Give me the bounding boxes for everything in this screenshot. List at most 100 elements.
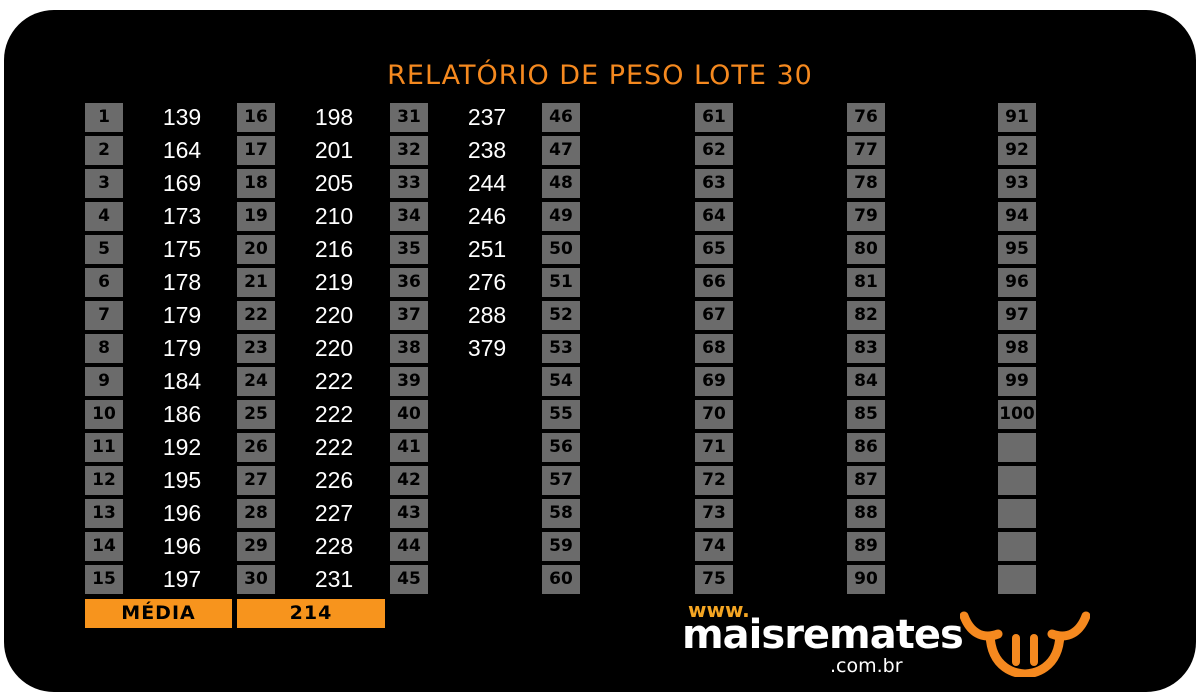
- weight-value: [899, 530, 989, 563]
- weight-value: [594, 332, 684, 365]
- lot-number-cell: 36: [390, 268, 428, 297]
- weight-value: 186: [162, 401, 202, 427]
- weight-value: [899, 134, 989, 167]
- lot-number-cell: 100: [998, 400, 1036, 429]
- lot-number-cell: [998, 466, 1036, 495]
- weight-value: [899, 563, 989, 596]
- weight-value: [594, 233, 684, 266]
- weight-value: 222: [314, 401, 354, 427]
- lot-number-cell: 87: [847, 466, 885, 495]
- lot-number-cell: 85: [847, 400, 885, 429]
- weight-value: [899, 431, 989, 464]
- weight-value: [899, 233, 989, 266]
- weight-value: [747, 134, 837, 167]
- lot-number-cell: 75: [695, 565, 733, 594]
- weight-value: [899, 497, 989, 530]
- lot-number-cell: 52: [542, 301, 580, 330]
- lot-number-cell: 7: [85, 301, 123, 330]
- lot-number-cell: 68: [695, 334, 733, 363]
- lot-number-cell: 65: [695, 235, 733, 264]
- weight-value: [747, 299, 837, 332]
- lot-number-cell: 12: [85, 466, 123, 495]
- weight-value: [1050, 464, 1140, 497]
- weight-value: [442, 398, 532, 431]
- weight-value: 216: [314, 236, 354, 262]
- weight-value: [747, 200, 837, 233]
- lot-number-cell: 86: [847, 433, 885, 462]
- weight-value: [1050, 233, 1140, 266]
- lot-number-cell: 48: [542, 169, 580, 198]
- weight-value: [1050, 497, 1140, 530]
- weight-value: [899, 167, 989, 200]
- weight-value: 201: [314, 137, 354, 163]
- lot-number-cell: 35: [390, 235, 428, 264]
- lot-number-cell: 72: [695, 466, 733, 495]
- weight-value: 173: [162, 203, 202, 229]
- lot-number-cell: 76: [847, 103, 885, 132]
- weight-value: [594, 167, 684, 200]
- lot-number-cell: 84: [847, 367, 885, 396]
- weight-value: 210: [314, 203, 354, 229]
- lot-number-cell: 82: [847, 301, 885, 330]
- lot-number-cell: 50: [542, 235, 580, 264]
- lot-number-cell: 79: [847, 202, 885, 231]
- lot-number-cell: 15: [85, 565, 123, 594]
- lot-number-cell: 45: [390, 565, 428, 594]
- lot-number-cell: 61: [695, 103, 733, 132]
- weight-value: [747, 365, 837, 398]
- weight-value: 244: [467, 170, 507, 196]
- lot-number-cell: 24: [237, 367, 275, 396]
- lot-number-cell: 39: [390, 367, 428, 396]
- weight-value: 251: [467, 236, 507, 262]
- lot-number-cell: 92: [998, 136, 1036, 165]
- weight-value: 169: [162, 170, 202, 196]
- weight-value: [747, 497, 837, 530]
- weight-value: 192: [162, 434, 202, 460]
- lot-number-cell: 96: [998, 268, 1036, 297]
- weight-value: [594, 134, 684, 167]
- weight-value: 184: [162, 368, 202, 394]
- lot-number-cell: 88: [847, 499, 885, 528]
- lot-number-cell: 28: [237, 499, 275, 528]
- weight-value: [1050, 200, 1140, 233]
- lot-number-cell: 73: [695, 499, 733, 528]
- report-title: RELATÓRIO DE PESO LOTE 30: [387, 60, 813, 91]
- lot-number-cell: 83: [847, 334, 885, 363]
- lot-number-cell: 58: [542, 499, 580, 528]
- lot-number-cell: 33: [390, 169, 428, 198]
- weight-value: 219: [314, 269, 354, 295]
- lot-number-cell: 25: [237, 400, 275, 429]
- lot-number-cell: 64: [695, 202, 733, 231]
- lot-number-cell: 42: [390, 466, 428, 495]
- weight-value: [899, 398, 989, 431]
- lot-number-cell: [998, 565, 1036, 594]
- lot-number-cell: 47: [542, 136, 580, 165]
- lot-number-cell: 5: [85, 235, 123, 264]
- weight-value: [747, 398, 837, 431]
- weight-value: 205: [314, 170, 354, 196]
- lot-number-cell: 53: [542, 334, 580, 363]
- weight-value: [594, 299, 684, 332]
- lot-number-cell: 67: [695, 301, 733, 330]
- weight-value: 178: [162, 269, 202, 295]
- lot-number-cell: 37: [390, 301, 428, 330]
- weight-value: [594, 101, 684, 134]
- lot-number-cell: 23: [237, 334, 275, 363]
- lot-number-cell: 91: [998, 103, 1036, 132]
- weight-value: 276: [467, 269, 507, 295]
- lot-number-cell: 78: [847, 169, 885, 198]
- weight-value: [747, 563, 837, 596]
- lot-number-cell: [998, 499, 1036, 528]
- lot-number-cell: 38: [390, 334, 428, 363]
- weight-value: [594, 497, 684, 530]
- lot-number-cell: 99: [998, 367, 1036, 396]
- weight-value: 238: [467, 137, 507, 163]
- lot-number-cell: 90: [847, 565, 885, 594]
- average-value: 214: [237, 599, 385, 628]
- weight-value: [1050, 299, 1140, 332]
- lot-number-cell: 3: [85, 169, 123, 198]
- weight-value: 196: [162, 500, 202, 526]
- weight-value: [1050, 398, 1140, 431]
- lot-number-cell: 2: [85, 136, 123, 165]
- weight-value: [747, 332, 837, 365]
